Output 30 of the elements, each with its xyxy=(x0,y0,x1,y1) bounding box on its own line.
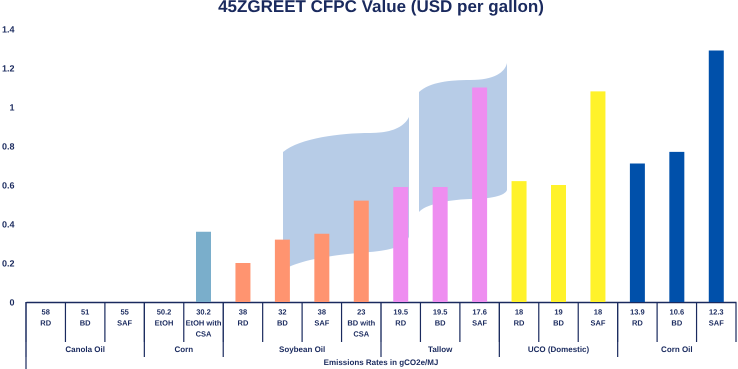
bar xyxy=(512,181,527,302)
text: UCO (Domestic) xyxy=(528,345,590,354)
y-tick-label: 0 xyxy=(9,298,14,308)
text: Tallow xyxy=(428,345,454,354)
y-tick-label: 0.2 xyxy=(2,258,14,268)
text: Corn Oil xyxy=(661,345,693,354)
bar xyxy=(196,232,211,302)
bar xyxy=(393,186,408,302)
bar xyxy=(432,186,448,302)
y-tick-label: 0.8 xyxy=(2,142,14,152)
text: Soybean Oil xyxy=(278,345,326,354)
bar xyxy=(551,185,566,302)
y-tick-label: 0.4 xyxy=(2,220,14,230)
bar xyxy=(235,263,250,302)
bar xyxy=(630,164,645,302)
bar xyxy=(669,152,684,302)
x-axis-title: Emissions Rates in gCO2e/MJ xyxy=(324,358,438,367)
text: Corn xyxy=(174,345,194,354)
bar xyxy=(314,234,330,302)
bar xyxy=(354,200,369,302)
y-tick-label: 1.4 xyxy=(2,24,14,34)
bar xyxy=(590,91,606,302)
y-tick-label: 1.2 xyxy=(2,64,14,74)
y-tick-label: 0.6 xyxy=(2,180,14,190)
bar xyxy=(472,88,488,302)
chart-title: 45ZGREET CFPC Value (USD per gallon) xyxy=(218,0,544,16)
text: Canola Oil xyxy=(65,345,105,354)
y-tick-label: 1 xyxy=(9,102,14,112)
bar xyxy=(708,50,724,302)
bar xyxy=(274,240,290,302)
